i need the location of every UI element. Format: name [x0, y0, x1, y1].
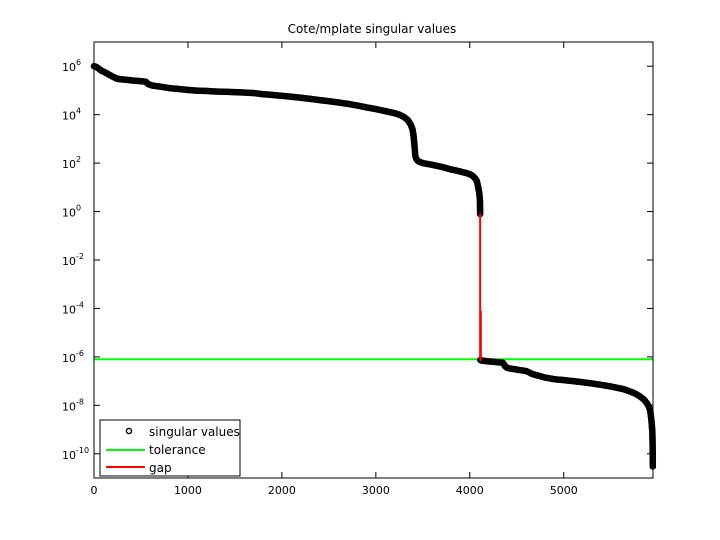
legend: singular values tolerance gap: [99, 419, 241, 477]
x-tick-label: 4000: [456, 484, 484, 497]
y-tick-exponent: 6: [76, 58, 81, 67]
y-tick-exponent: -8: [76, 397, 84, 406]
legend-marker-singular-values: [125, 427, 133, 435]
x-tick-label: 0: [91, 484, 98, 497]
legend-label-tolerance: tolerance: [149, 443, 206, 457]
x-tick-label: 5000: [550, 484, 578, 497]
y-tick-exponent: -10: [76, 446, 89, 455]
chart-title: Cote/mplate singular values: [288, 22, 457, 36]
x-tick-label: 2000: [268, 484, 296, 497]
y-tick-exponent: 2: [76, 155, 81, 164]
data-layer: [90, 62, 657, 470]
y-tick-exponent: -4: [76, 300, 84, 309]
x-tick-label: 3000: [362, 484, 390, 497]
y-tick-exponent: -6: [76, 349, 84, 358]
legend-label-singular-values: singular values: [149, 425, 240, 439]
legend-label-gap: gap: [149, 461, 172, 475]
y-tick-exponent: 4: [76, 107, 81, 116]
x-tick-label: 1000: [174, 484, 202, 497]
y-tick-exponent: -2: [76, 252, 84, 261]
y-tick-exponent: 0: [76, 204, 81, 213]
